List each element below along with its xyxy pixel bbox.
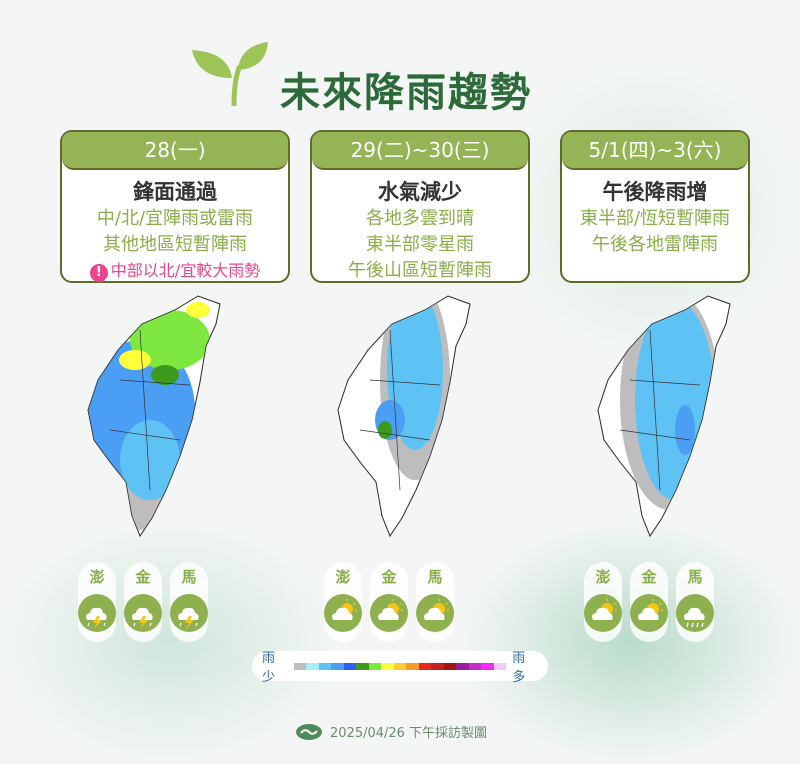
legend-swatch: [418, 662, 432, 670]
card-line: 其他地區短暫陣雨: [103, 234, 247, 255]
island-name: 馬: [181, 568, 197, 586]
legend-swatch: [306, 662, 319, 670]
card-line: 中/北/宜陣雨或雷雨: [96, 208, 254, 229]
logo-icon: [296, 723, 322, 740]
legend-swatch: [406, 662, 419, 670]
background-wash: [0, 520, 340, 764]
island-item: 澎: [78, 562, 116, 642]
card-line: 各地多雲到晴: [366, 208, 474, 229]
island-item: 馬: [416, 562, 454, 642]
card-line: 午後山區短暫陣雨: [348, 260, 492, 281]
card-headline: 午後降雨增: [602, 180, 708, 204]
warning-text: 中部以北/宜較大雨勢: [110, 261, 261, 280]
island-name: 金: [641, 568, 657, 586]
legend-color-bar: [293, 662, 507, 670]
rain-area: [635, 300, 715, 500]
rain-icon: [676, 594, 714, 632]
footer: 2025/04/26 下午採訪製圖: [296, 722, 487, 741]
card-headline: 鋒面通過: [133, 180, 217, 204]
partly-cloudy-icon: [324, 594, 362, 632]
legend-swatch: [293, 662, 307, 670]
thunderstorm-icon: [170, 594, 208, 632]
forecast-card-2: 29(二)~30(三) 水氣減少 各地多雲到晴 東半部零星雨 午後山區短暫陣雨: [310, 130, 530, 283]
thunderstorm-icon: [124, 594, 162, 632]
island-name: 澎: [595, 568, 611, 586]
card-date: 28(一): [62, 132, 288, 170]
island-name: 馬: [427, 568, 443, 586]
rain-area: [130, 310, 210, 370]
forecast-card-3: 5/1(四)~3(六) 午後降雨增 東半部/恆短暫陣雨 午後各地雷陣雨: [560, 130, 750, 283]
legend-swatch: [481, 662, 494, 670]
island-item: 馬: [170, 562, 208, 642]
legend-swatch: [443, 662, 457, 670]
card-headline: 水氣減少: [378, 180, 462, 204]
card-date: 29(二)~30(三): [312, 132, 528, 170]
background-wash: [460, 520, 800, 764]
rain-area: [119, 350, 151, 370]
card-date: 5/1(四)~3(六): [562, 132, 748, 170]
taiwan-rain-map: [597, 295, 731, 538]
outlying-islands-forecast: 澎金馬: [78, 562, 208, 642]
island-item: 金: [370, 562, 408, 642]
island-item: 澎: [324, 562, 362, 642]
partly-cloudy-icon: [370, 594, 408, 632]
card-line: 東半部/恆短暫陣雨: [579, 208, 731, 229]
page-title: 未來降雨趨勢: [280, 70, 532, 116]
card-warning: ! 中部以北/宜較大雨勢: [62, 258, 288, 284]
island-item: 馬: [676, 562, 714, 642]
outlying-islands-forecast: 澎金馬: [324, 562, 454, 642]
island-name: 馬: [687, 568, 703, 586]
thunderstorm-icon: [78, 594, 116, 632]
island-item: 澎: [584, 562, 622, 642]
legend-high-label: 雨多: [512, 651, 526, 685]
forecast-card-1: 28(一) 鋒面通過 中/北/宜陣雨或雷雨 其他地區短暫陣雨 ! 中部以北/宜較大…: [60, 130, 290, 283]
island-name: 金: [381, 568, 397, 586]
island-item: 金: [630, 562, 668, 642]
legend-swatch: [331, 662, 344, 670]
legend-swatch: [393, 662, 407, 670]
island-name: 澎: [335, 568, 351, 586]
legend-swatch: [456, 662, 469, 670]
legend-swatch: [343, 662, 357, 670]
partly-cloudy-icon: [584, 594, 622, 632]
rain-area: [378, 421, 392, 439]
card-line: 午後各地雷陣雨: [592, 234, 718, 255]
rain-area: [675, 405, 695, 455]
outlying-islands-forecast: 澎金馬: [584, 562, 714, 642]
footer-text: 2025/04/26 下午採訪製圖: [330, 726, 488, 741]
legend-swatch: [493, 662, 507, 670]
legend-swatch: [431, 662, 444, 670]
legend-swatch: [381, 662, 394, 670]
warning-icon: !: [89, 264, 108, 282]
legend-swatch: [368, 662, 382, 670]
legend-swatch: [468, 662, 482, 670]
taiwan-rain-map: [87, 295, 221, 538]
island-item: 金: [124, 562, 162, 642]
rain-area: [120, 420, 180, 500]
card-line: 東半部零星雨: [366, 234, 474, 255]
taiwan-rain-map: [337, 295, 471, 538]
rain-legend: 雨少 雨多: [252, 651, 548, 685]
sprout-icon: [192, 42, 268, 107]
island-name: 金: [135, 568, 151, 586]
rain-area: [151, 365, 179, 385]
partly-cloudy-icon: [630, 594, 668, 632]
island-name: 澎: [89, 568, 105, 586]
legend-swatch: [318, 662, 332, 670]
legend-low-label: 雨少: [262, 651, 276, 685]
partly-cloudy-icon: [416, 594, 454, 632]
legend-swatch: [356, 662, 369, 670]
rain-area: [186, 302, 210, 318]
